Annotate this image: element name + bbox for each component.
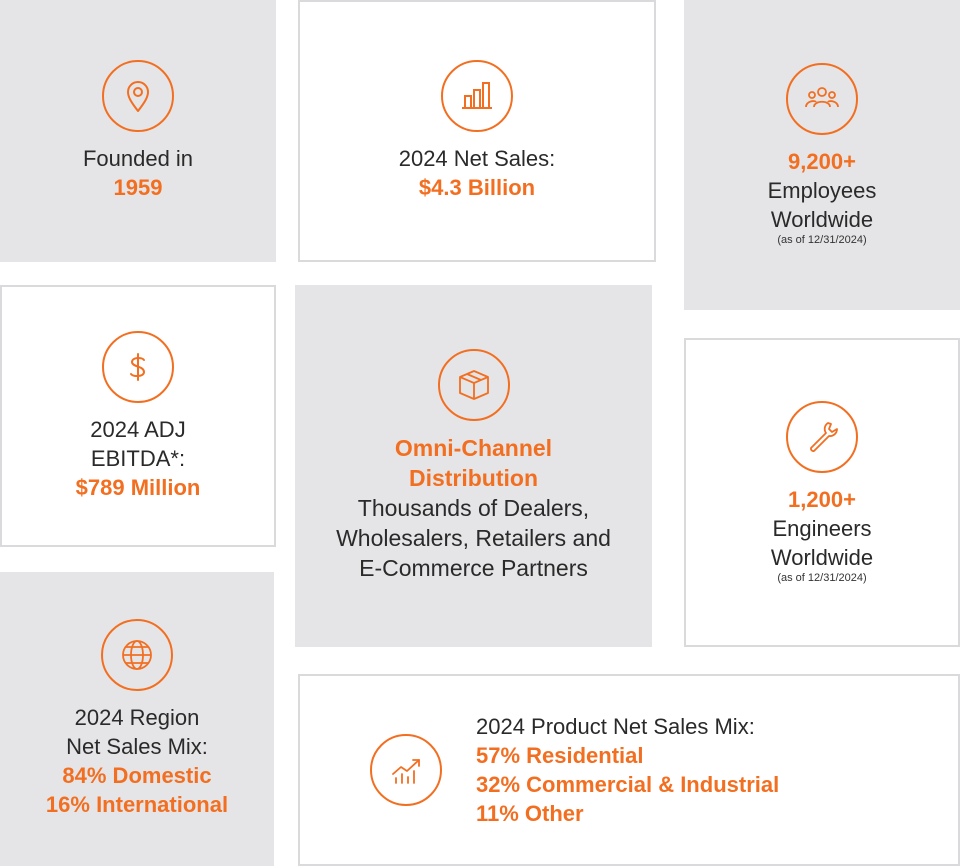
ebitda-label-2: EBITDA*: xyxy=(90,445,186,471)
growth-chart-icon xyxy=(370,734,442,806)
engineers-card: 1,200+ Engineers Worldwide (as of 12/31/… xyxy=(684,338,960,647)
product-mix-label: 2024 Product Net Sales Mix: xyxy=(476,714,755,739)
ebitda-card: 2024 ADJ EBITDA*: $789 Million xyxy=(0,285,276,547)
bar-chart-icon xyxy=(441,60,513,132)
employees-label-2: Worldwide xyxy=(770,207,874,232)
distribution-title-1: Omni-Channel xyxy=(394,435,553,461)
distribution-desc-1: Thousands of Dealers, xyxy=(357,495,590,521)
dollar-icon xyxy=(102,330,174,403)
region-mix-label-2: Net Sales Mix: xyxy=(66,734,208,759)
region-mix-card: 2024 Region Net Sales Mix: 84% Domestic … xyxy=(0,572,274,866)
ebitda-value: $789 Million xyxy=(75,474,201,500)
region-mix-domestic: 84% Domestic xyxy=(62,763,212,788)
founded-year: 1959 xyxy=(113,175,163,200)
product-mix-card: 2024 Product Net Sales Mix: 57% Resident… xyxy=(298,674,960,866)
employees-note: (as of 12/31/2024) xyxy=(777,234,867,246)
location-pin-icon xyxy=(102,60,174,132)
employees-card: 9,200+ Employees Worldwide (as of 12/31/… xyxy=(684,0,960,310)
employees-label-1: Employees xyxy=(767,178,877,203)
net-sales-value: $4.3 Billion xyxy=(418,175,536,200)
product-mix-residential: 57% Residential xyxy=(476,743,644,768)
engineers-label-1: Engineers xyxy=(772,515,872,541)
distribution-card: Omni-Channel Distribution Thousands of D… xyxy=(295,285,652,647)
region-mix-international: 16% International xyxy=(45,792,229,817)
engineers-value: 1,200+ xyxy=(788,486,856,512)
engineers-note: (as of 12/31/2024) xyxy=(777,571,867,584)
founded-label: Founded in xyxy=(82,146,194,171)
distribution-desc-3: E-Commerce Partners xyxy=(359,555,588,581)
employees-value: 9,200+ xyxy=(788,149,856,174)
product-mix-other: 11% Other xyxy=(476,801,584,826)
product-mix-text: 2024 Product Net Sales Mix: 57% Resident… xyxy=(476,712,779,828)
ebitda-label-1: 2024 ADJ xyxy=(90,416,186,442)
product-mix-commercial: 32% Commercial & Industrial xyxy=(476,772,780,797)
founded-card: Founded in 1959 xyxy=(0,0,276,262)
people-icon xyxy=(786,63,858,135)
wrench-icon xyxy=(786,400,858,473)
engineers-label-2: Worldwide xyxy=(770,544,874,570)
net-sales-card: 2024 Net Sales: $4.3 Billion xyxy=(298,0,656,262)
region-mix-label-1: 2024 Region xyxy=(74,705,200,730)
distribution-desc-2: Wholesalers, Retailers and xyxy=(336,525,611,551)
box-icon xyxy=(437,349,510,421)
globe-icon xyxy=(101,619,173,691)
net-sales-label: 2024 Net Sales: xyxy=(398,146,556,171)
distribution-title-2: Distribution xyxy=(408,465,539,491)
